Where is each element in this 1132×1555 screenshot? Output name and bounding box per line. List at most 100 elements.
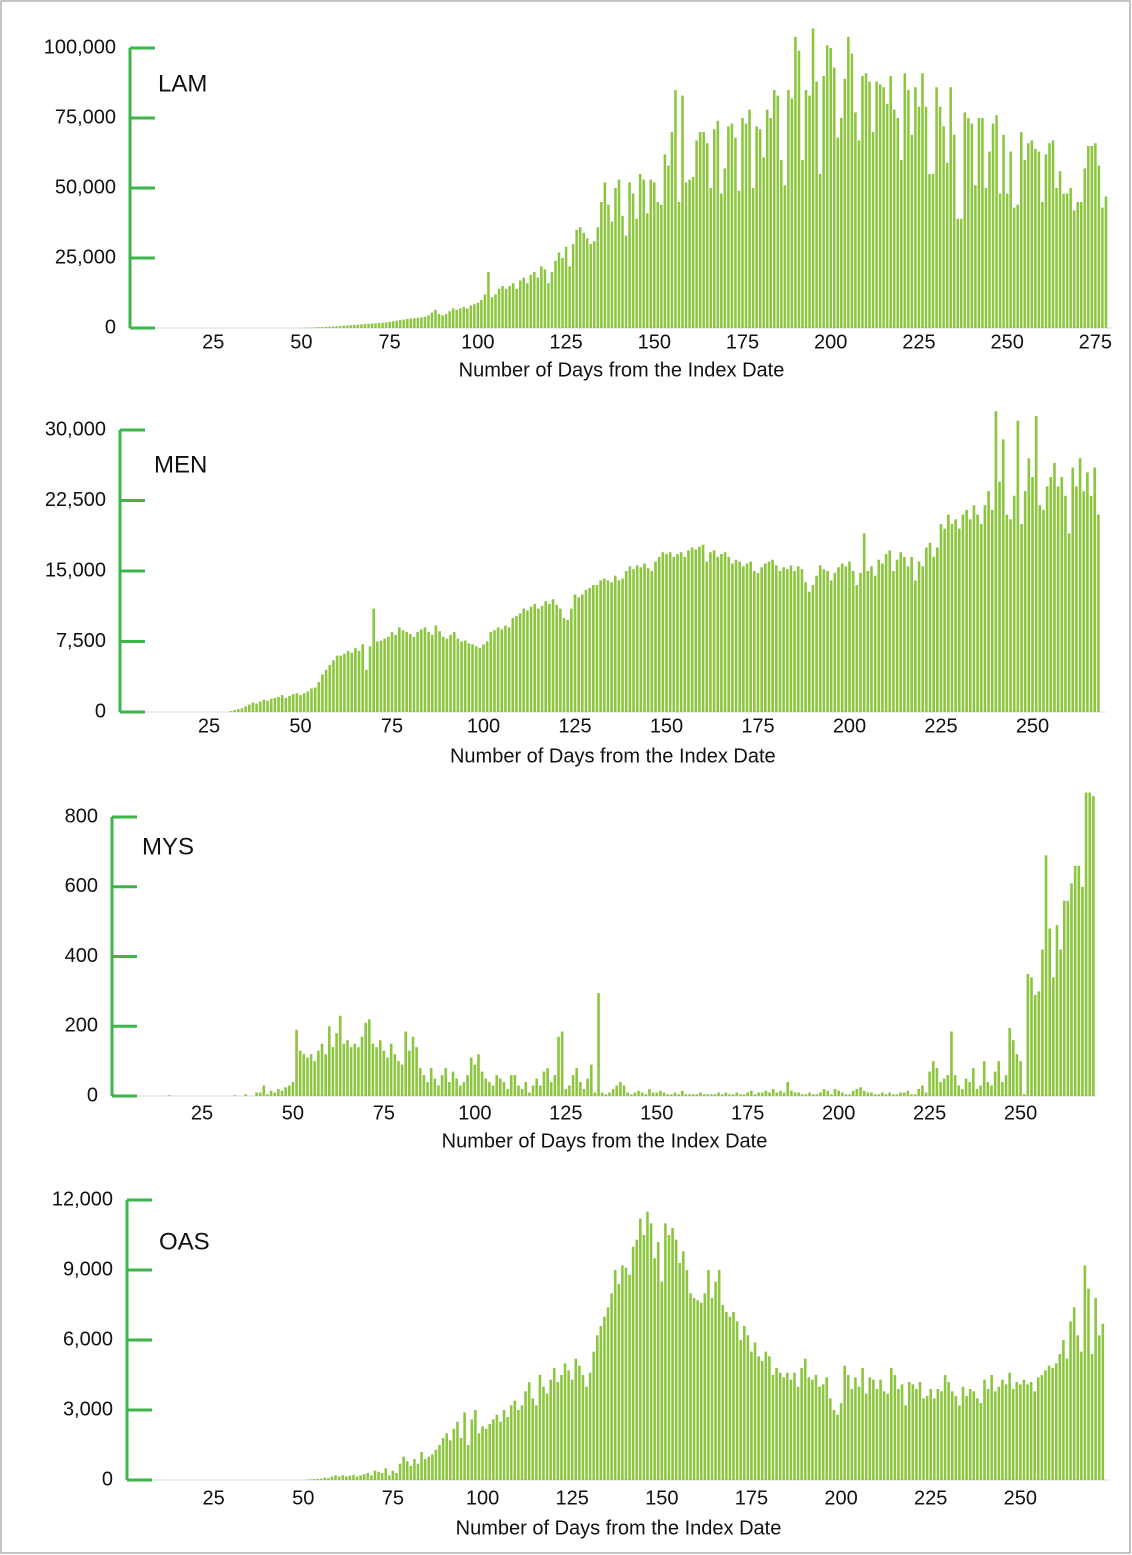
bar	[1047, 1365, 1051, 1480]
bar	[258, 701, 262, 712]
bar	[420, 317, 423, 328]
bar	[690, 547, 694, 712]
bar	[236, 709, 240, 712]
bar	[498, 1078, 502, 1096]
bar	[1026, 1384, 1029, 1480]
bar	[377, 322, 381, 328]
bar	[490, 297, 494, 328]
bar	[968, 1389, 972, 1480]
bar	[480, 1071, 484, 1096]
bar	[338, 326, 342, 328]
bar	[441, 636, 445, 712]
bar	[615, 1085, 619, 1096]
bar	[331, 1047, 335, 1096]
bar	[725, 1312, 728, 1480]
bar	[811, 1094, 815, 1096]
bar	[833, 572, 837, 712]
bar	[789, 1379, 793, 1480]
bar	[423, 1459, 427, 1480]
bar	[511, 618, 515, 712]
bar	[910, 556, 914, 712]
bar	[499, 1421, 502, 1480]
bar	[1055, 188, 1058, 328]
bar	[497, 288, 501, 328]
bar	[646, 1211, 649, 1480]
bar	[1092, 796, 1095, 1096]
bar	[368, 1019, 371, 1096]
bar	[859, 1087, 862, 1096]
bar	[724, 1092, 728, 1096]
bar	[720, 1094, 724, 1096]
bar	[826, 571, 829, 712]
bar	[477, 1433, 481, 1480]
bar	[1069, 1321, 1072, 1480]
bar	[649, 1223, 653, 1480]
bar	[349, 1047, 353, 1096]
bar	[458, 1085, 462, 1096]
x-tick-label: 150	[640, 1102, 673, 1124]
bar	[775, 1368, 778, 1480]
bar	[925, 1396, 929, 1480]
bar	[1062, 900, 1066, 1096]
bar	[412, 636, 416, 712]
bar	[382, 1050, 386, 1096]
bar	[361, 644, 365, 712]
bar	[1077, 865, 1081, 1096]
bar	[1060, 477, 1064, 712]
bar	[702, 1094, 706, 1096]
bar	[1030, 977, 1033, 1096]
bar	[662, 1092, 666, 1096]
x-tick-label: 25	[191, 1102, 213, 1124]
bar	[319, 1478, 323, 1480]
bar	[617, 580, 621, 712]
bar	[862, 1090, 866, 1096]
bar	[692, 1298, 696, 1480]
bar	[482, 644, 485, 712]
bar	[491, 1085, 495, 1096]
bar	[892, 109, 896, 328]
bar	[1067, 533, 1071, 712]
bar	[936, 1389, 940, 1480]
bar	[764, 1351, 768, 1480]
bar	[419, 629, 423, 712]
bar	[509, 1075, 513, 1096]
bar	[818, 174, 822, 328]
bar	[998, 193, 1002, 328]
bar	[363, 324, 367, 328]
bar	[395, 1473, 398, 1480]
bar	[452, 1428, 456, 1480]
bar	[324, 326, 328, 328]
bar	[910, 1094, 913, 1096]
bar	[911, 1384, 915, 1480]
bar	[423, 316, 427, 328]
bar	[1034, 148, 1037, 328]
bar	[577, 597, 580, 712]
bar	[1071, 467, 1075, 712]
bar	[324, 669, 328, 712]
bar	[1056, 486, 1060, 712]
bar	[496, 627, 500, 712]
bar	[1008, 1027, 1011, 1096]
bar	[914, 580, 917, 712]
bar	[855, 585, 859, 712]
bar	[1094, 143, 1097, 328]
bar	[825, 1377, 829, 1480]
bar	[666, 1094, 669, 1096]
bar	[921, 1085, 924, 1096]
bar	[721, 1305, 725, 1480]
bar	[1001, 1379, 1004, 1480]
x-axis-label: Number of Days from the Index Date	[450, 745, 776, 767]
bar	[855, 1089, 859, 1096]
bar	[841, 1092, 844, 1096]
bar	[370, 1475, 373, 1480]
bar	[313, 1061, 317, 1096]
bar	[495, 1414, 499, 1480]
x-tick-label: 150	[650, 715, 683, 737]
bar	[888, 550, 892, 712]
bar	[564, 1089, 568, 1096]
bar	[826, 1090, 830, 1096]
bar	[986, 1389, 990, 1480]
bar	[313, 687, 317, 712]
x-tick-label: 150	[638, 331, 671, 353]
bar	[735, 1092, 739, 1096]
